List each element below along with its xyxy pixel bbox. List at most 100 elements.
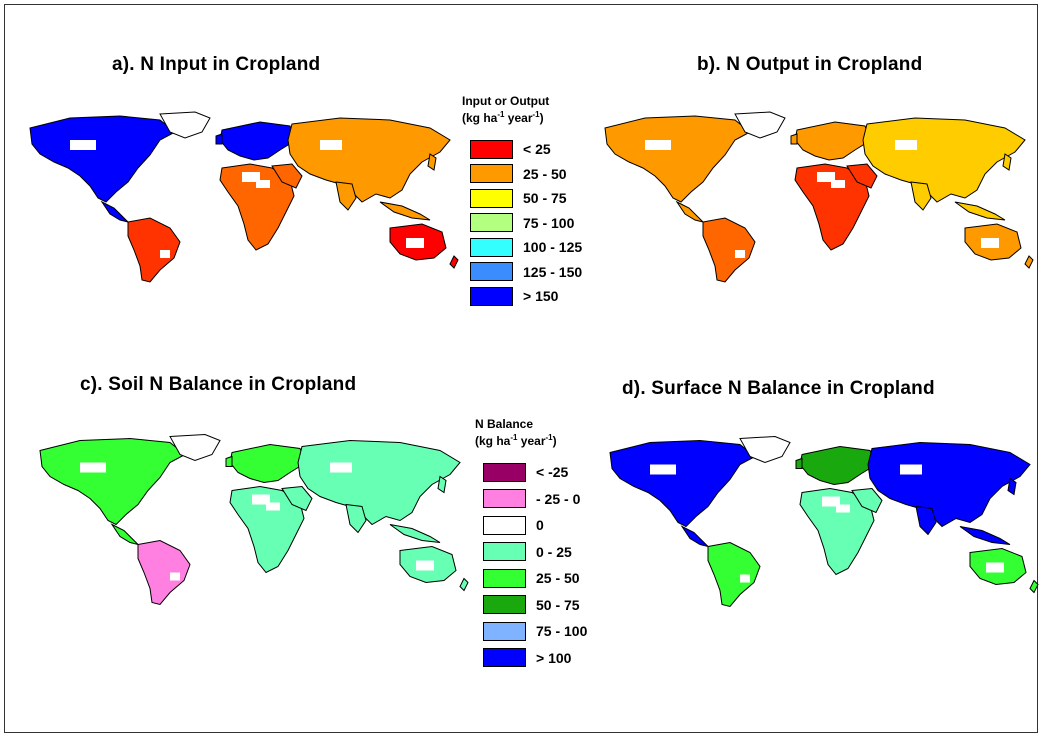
map-blank-patch [740,574,750,583]
map-region-me [851,487,883,514]
map-region-sa [702,217,756,283]
legend-swatch [470,139,513,159]
map-region-ca [675,200,705,223]
legend-label: 50 - 75 [523,190,567,206]
legend-label: 50 - 75 [536,596,580,613]
map-region-me [281,485,313,512]
legend-label: < 25 [523,141,551,157]
map-region-gl [169,433,221,462]
legend-label: < -25 [536,464,569,480]
map-blank-patch [895,140,917,150]
map-region-ind [335,181,357,211]
legend-item: 100 - 125 [470,236,582,258]
map-region-ca [100,200,130,223]
map-region-uk [795,457,803,469]
panel-d-title: d). Surface N Balance in Cropland [622,378,935,399]
legend-swatch [470,164,513,183]
map-blank-patch [416,560,434,571]
legend-label: 25 - 50 [536,570,580,586]
map-region-as [862,117,1026,203]
map-region-uk [225,455,233,467]
map-region-eu [229,443,307,484]
legend-swatch [483,595,526,614]
map-region-ind [345,503,367,534]
map-region-eu [799,445,877,486]
map-blank-patch [266,502,280,511]
map-region-ca [680,525,710,548]
legend-item: 0 - 25 [483,541,572,563]
legend-swatch [483,462,526,482]
legend-swatch [483,515,526,535]
map-region-me [271,163,303,189]
map-blank-patch [70,140,96,150]
panel-c-title: c). Soil N Balance in Cropland [80,374,357,395]
map-blank-patch [981,238,999,248]
legend-label: 100 - 125 [523,239,583,255]
map-region-sa [137,539,191,606]
legend-item: < 25 [470,138,551,160]
map-blank-patch [320,140,342,150]
map-blank-patch [822,496,840,507]
map-region-na [604,115,751,203]
legend-swatch [483,489,526,508]
legend-swatch [470,262,513,281]
map-blank-patch [256,180,270,188]
legend-input-output: Input or Output (kg ha-1 year-1) < 25 25 … [462,94,602,306]
map-region-na [39,437,186,526]
map-blank-patch [170,572,180,581]
legend-swatch [470,237,513,257]
map-region-sea [389,524,441,543]
map-blank-patch [160,250,170,258]
map-region-ca [110,523,140,546]
map-region-jp [1002,153,1012,171]
legend-swatch [483,542,526,561]
legend-swatch [483,648,526,667]
legend-n-balance: N Balance (kg ha-1 year-1) < -25 - 25 - 0… [475,417,615,677]
map-blank-patch [817,172,835,182]
legend-swatch [483,621,526,641]
map-region-me [846,163,878,189]
legend-label: 25 - 50 [523,165,567,182]
legend-item: 125 - 150 [470,261,582,283]
map-blank-patch [330,462,352,473]
legend-swatch [483,568,526,588]
panel-b-title: b). N Output in Cropland [697,54,923,75]
map-region-nz [459,577,469,592]
legend-item: 75 - 100 [470,212,574,234]
panel-a-title: a). N Input in Cropland [112,54,321,75]
map-region-na [609,439,756,528]
map-region-ind [910,181,932,211]
legend-label: > 100 [536,649,572,666]
map-blank-patch [986,562,1004,573]
map-region-nz [1024,255,1034,269]
map-region-as [297,439,461,526]
legend-item: - 25 - 0 [483,488,580,510]
map-blank-patch [831,180,845,188]
map-blank-patch [80,462,106,473]
map-region-as [287,117,451,203]
legend-label: - 25 - 0 [536,490,581,507]
map-region-sa [127,217,181,283]
legend-swatch [470,188,513,208]
legend-item: < -25 [483,461,568,483]
map-region-sea [959,526,1011,545]
map-region-sa [707,541,761,608]
map-blank-patch [406,238,424,248]
legend-unit: (kg ha-1 year-1) [462,110,544,125]
map-region-jp [437,475,447,494]
legend-title: N Balance [475,417,534,431]
map-blank-patch [242,172,260,182]
map-blank-patch [650,464,676,475]
legend-item: 75 - 100 [483,620,587,642]
legend-item: > 100 [483,647,571,669]
map-panel-c [39,433,469,606]
legend-title: Input or Output [462,94,550,108]
map-region-nz [1029,579,1039,594]
map-region-nz [449,255,459,269]
map-region-eu [219,121,297,161]
map-region-uk [215,133,223,145]
legend-item: 25 - 50 [470,163,567,185]
map-panel-b [604,111,1034,283]
legend-swatch [470,213,513,232]
legend-item: 0 [483,514,544,536]
